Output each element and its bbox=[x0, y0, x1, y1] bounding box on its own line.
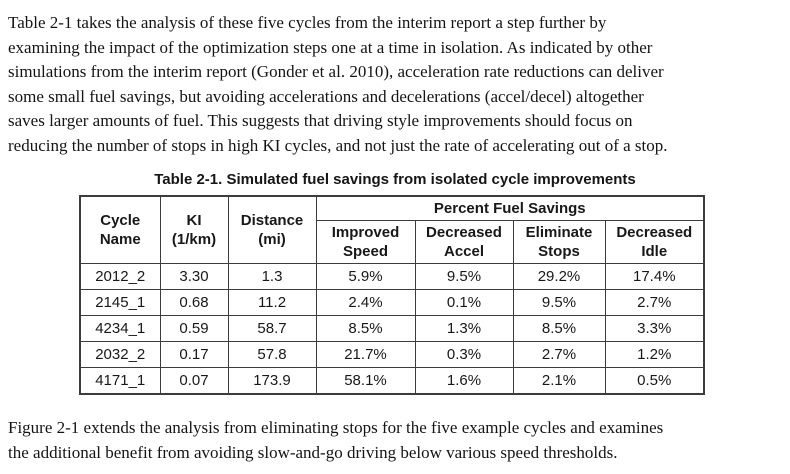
cell-cycle-name: 4234_1 bbox=[79, 315, 161, 342]
text-line: some small fuel savings, but avoiding ac… bbox=[8, 86, 644, 106]
table-row: 2145_1 0.68 11.2 2.4% 0.1% 9.5% 2.7% bbox=[79, 289, 705, 316]
text-line: reducing the number of stops in high KI … bbox=[8, 135, 668, 155]
cell-decreased-idle: 0.5% bbox=[604, 367, 705, 395]
cell-decreased-accel: 0.1% bbox=[414, 289, 514, 316]
cell-improved-speed: 8.5% bbox=[315, 315, 416, 342]
text-line: Figure 2-1 extends the analysis from eli… bbox=[8, 418, 664, 437]
cell-ki: 0.17 bbox=[159, 341, 229, 368]
paragraph-top: Table 2-1 takes the analysis of these fi… bbox=[8, 11, 782, 158]
cell-eliminate-stops: 29.2% bbox=[512, 263, 606, 290]
column-header-distance: Distance (mi) bbox=[227, 195, 317, 264]
cell-decreased-accel: 0.3% bbox=[414, 341, 514, 368]
text-line: examining the impact of the optimization… bbox=[8, 37, 653, 57]
cell-ki: 0.59 bbox=[159, 315, 229, 342]
paragraph-bottom: Figure 2-1 extends the analysis from eli… bbox=[8, 416, 782, 465]
cell-decreased-accel: 1.6% bbox=[414, 367, 514, 395]
cell-improved-speed: 2.4% bbox=[315, 289, 416, 316]
cell-decreased-accel: 1.3% bbox=[414, 315, 514, 342]
cell-distance: 173.9 bbox=[227, 367, 317, 395]
cell-eliminate-stops: 9.5% bbox=[512, 289, 606, 316]
cell-cycle-name: 2012_2 bbox=[79, 263, 161, 290]
cell-distance: 58.7 bbox=[227, 315, 317, 342]
cell-cycle-name: 2032_2 bbox=[79, 341, 161, 368]
text-line: the additional benefit from avoiding slo… bbox=[8, 442, 618, 462]
column-header-ki: KI (1/km) bbox=[159, 195, 229, 264]
cell-eliminate-stops: 8.5% bbox=[512, 315, 606, 342]
table-header-row-top: Cycle Name KI (1/km) Distance (mi) Perce… bbox=[79, 195, 705, 264]
cell-eliminate-stops: 2.1% bbox=[512, 367, 606, 395]
cell-decreased-idle: 17.4% bbox=[604, 263, 705, 290]
cell-decreased-idle: 2.7% bbox=[604, 289, 705, 316]
table-row: 2032_2 0.17 57.8 21.7% 0.3% 2.7% 1.2% bbox=[79, 341, 705, 368]
cell-ki: 0.68 bbox=[159, 289, 229, 316]
cell-decreased-idle: 1.2% bbox=[604, 341, 705, 368]
table-header-row-sub: Improved Speed Decreased Accel Eliminate… bbox=[80, 220, 705, 264]
cell-distance: 11.2 bbox=[227, 289, 317, 316]
table-row: 2012_2 3.30 1.3 5.9% 9.5% 29.2% 17.4% bbox=[79, 263, 705, 290]
table-row: 4171_1 0.07 173.9 58.1% 1.6% 2.1% 0.5% bbox=[79, 367, 705, 395]
column-header-decreased-accel: Decreased Accel bbox=[414, 220, 514, 264]
cell-decreased-accel: 9.5% bbox=[414, 263, 514, 290]
cell-improved-speed: 58.1% bbox=[315, 367, 416, 395]
fuel-savings-table: Cycle Name KI (1/km) Distance (mi) Perce… bbox=[79, 195, 706, 395]
cell-cycle-name: 2145_1 bbox=[79, 289, 161, 316]
cell-ki: 3.30 bbox=[159, 263, 229, 290]
column-header-improved-speed: Improved Speed bbox=[315, 220, 416, 264]
cell-distance: 1.3 bbox=[227, 263, 317, 290]
text-line: Table 2-1 takes the analysis of these fi… bbox=[8, 13, 607, 32]
cell-improved-speed: 5.9% bbox=[315, 263, 416, 290]
text-line: saves larger amounts of fuel. This sugge… bbox=[8, 111, 633, 130]
column-header-decreased-idle: Decreased Idle bbox=[604, 220, 705, 264]
cell-eliminate-stops: 2.7% bbox=[512, 341, 606, 368]
table-row: 4234_1 0.59 58.7 8.5% 1.3% 8.5% 3.3% bbox=[79, 315, 705, 342]
text-line: simulations from the interim report (Gon… bbox=[8, 62, 664, 81]
column-header-cycle-name: Cycle Name bbox=[79, 195, 161, 264]
column-group-header-percent-fuel-savings: Percent Fuel Savings bbox=[315, 195, 705, 221]
cell-improved-speed: 21.7% bbox=[315, 341, 416, 368]
table-caption: Table 2-1. Simulated fuel savings from i… bbox=[154, 171, 636, 188]
cell-cycle-name: 4171_1 bbox=[79, 367, 161, 395]
column-header-eliminate-stops: Eliminate Stops bbox=[512, 220, 606, 264]
cell-ki: 0.07 bbox=[159, 367, 229, 395]
cell-decreased-idle: 3.3% bbox=[604, 315, 705, 342]
cell-distance: 57.8 bbox=[227, 341, 317, 368]
